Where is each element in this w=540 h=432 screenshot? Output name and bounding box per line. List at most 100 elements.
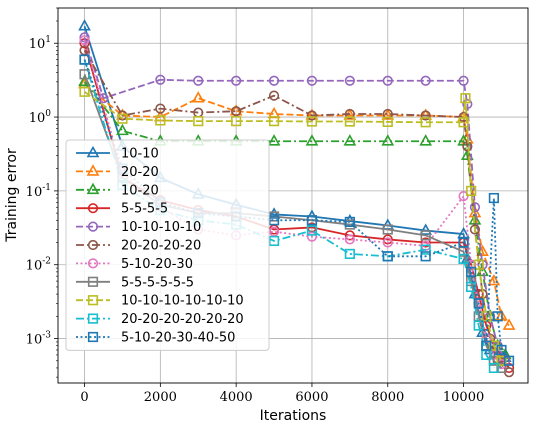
circle-marker [469,202,481,213]
square-marker [420,244,431,255]
x-tick-label: 4000 [220,390,253,405]
y-tick-label: 10-3 [26,331,52,348]
triangle-marker [487,273,501,286]
triangle-marker [502,318,516,330]
legend-entry: 20-20 [76,164,159,180]
square-marker [382,251,393,262]
triangle-marker [86,182,100,195]
square-marker [87,295,99,306]
y-tick-label: 10-1 [26,183,51,200]
square-marker [79,86,90,97]
legend-box [65,139,270,351]
square-marker [458,237,469,248]
circle-marker [87,221,99,232]
y-axis-label: Training error [4,148,20,243]
triangle-marker [305,134,319,146]
triangle-marker [460,148,474,160]
circle-marker [344,108,355,120]
square-marker [344,248,355,260]
circle-marker [87,258,99,269]
legend-label: 20-20 [121,165,159,180]
triangle-marker [78,19,91,31]
triangle-marker [191,91,205,103]
square-marker [382,224,393,235]
square-marker [488,192,499,204]
y-tick-label: 100 [29,109,52,126]
series-line [83,49,510,373]
circle-marker [420,110,431,121]
square-marker [481,340,492,351]
circle-marker [306,231,318,242]
circle-marker [79,35,90,46]
legend-label: 10-10 [121,147,159,162]
circle-marker [469,224,481,235]
x-tick-label: 6000 [295,390,328,405]
legend-entry: 20-20-20-20-20-20 [76,312,244,327]
legend-label: 20-20-20-20 [121,239,201,254]
legend-label: 5-5-5-5-5-5 [121,275,194,290]
triangle-marker [86,164,100,176]
circle-marker [306,75,318,86]
circle-marker [155,103,166,114]
square-marker [466,185,477,196]
legend-entry: 5-5-5-5-5-5 [76,275,194,290]
legend-entry: 5-10-20-30 [76,257,193,272]
legend-entry: 20-20-20-20 [76,239,201,254]
square-marker [268,215,280,226]
circle-marker [193,75,204,86]
triangle-marker [419,108,433,120]
square-marker [117,113,128,124]
triangle-marker [267,134,281,146]
square-marker [481,311,492,322]
circle-marker [87,239,99,251]
triangle-marker [305,108,319,120]
square-marker [473,259,484,270]
circle-marker [344,230,355,241]
square-marker [193,116,204,127]
square-marker [306,225,318,236]
circle-marker [98,93,109,104]
square-marker [503,355,515,366]
square-marker [268,116,280,127]
circle-marker [382,237,393,248]
square-marker [492,311,503,322]
square-marker [420,251,431,262]
legend-label: 5-10-20-30-40-50 [121,331,235,346]
circle-marker [420,75,431,86]
circle-marker [87,203,99,214]
triangle-marker [86,145,100,158]
x-tick-label: 2000 [144,390,177,405]
axes: 0 2000 4000 6000 8000 10000 10-3 10-2 10-1 100 101 [26,7,484,405]
triangle-marker [381,134,395,146]
legend-entry: 10-10-10-10 [76,220,201,235]
legend-entry: 10-10-10-10-10-10 [76,294,244,309]
x-tick-label: 10000 [443,390,484,405]
legend-label: 10-20 [121,183,159,198]
square-marker [87,331,99,343]
x-axis-label: Iterations [260,408,327,424]
circle-marker [462,98,473,110]
plot-frame [57,7,529,384]
legend-label: 10-10-10-10-10-10 [121,294,244,309]
square-marker [306,215,318,226]
square-marker [420,117,431,128]
circle-marker [420,237,431,248]
legend: 10-10 20-20 10-20 5-5-5-5 10-10-10-10 20-20-2… [65,139,270,351]
x-tick-label: 8000 [371,390,404,405]
legend-label: 5-10-20-30 [121,257,193,272]
square-marker [473,298,484,309]
triangle-marker [419,223,433,235]
circle-marker [458,111,469,123]
square-marker [496,362,507,374]
circle-marker [344,75,355,86]
circle-marker [458,75,469,86]
square-marker [344,116,355,127]
square-marker [420,230,431,241]
triangle-marker [419,134,433,146]
square-marker [155,115,166,126]
square-marker [466,266,477,277]
square-marker [87,313,99,324]
triangle-marker [116,123,129,136]
legend-label: 20-20-20-20-20-20 [121,312,244,327]
